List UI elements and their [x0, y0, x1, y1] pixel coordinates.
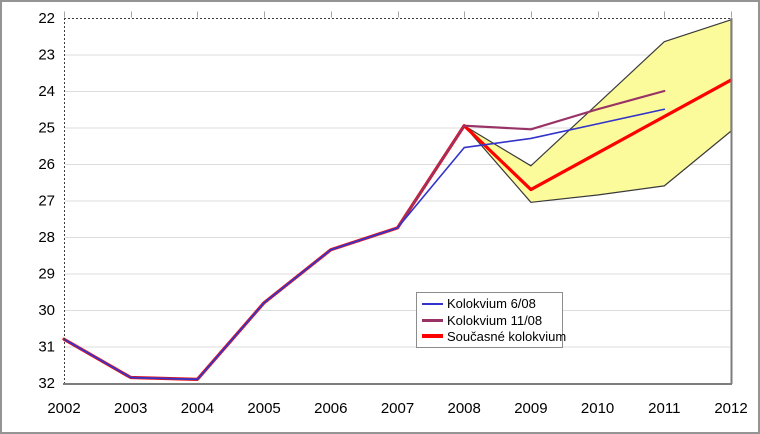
y-tick-label: 26	[38, 156, 55, 173]
legend-label: Kolokvium 11/08	[447, 312, 543, 328]
x-tick-label: 2005	[247, 400, 280, 417]
legend-item-kolokvium-6-08: Kolokvium 6/08	[422, 297, 559, 310]
y-tick-label: 31	[38, 339, 55, 356]
y-tick-label: 22	[38, 10, 55, 27]
y-tick-label: 27	[38, 193, 55, 210]
y-tick-label: 28	[38, 229, 55, 246]
x-tick-label: 2004	[181, 400, 214, 417]
blue-line-swatch-icon	[422, 302, 443, 305]
y-tick-label: 25	[38, 120, 55, 137]
y-tick-label: 23	[38, 47, 55, 64]
legend-label: Kolokvium 6/08	[447, 296, 536, 312]
legend-item-soucasne-kolokvium: Současné kolokvium	[422, 330, 566, 343]
y-tick-label: 32	[38, 375, 55, 392]
purple-line-swatch-icon	[422, 318, 443, 322]
x-tick-label: 2003	[114, 400, 147, 417]
x-tick-label: 2007	[381, 400, 414, 417]
plot-borders	[63, 18, 733, 385]
y-gridlines	[65, 54, 730, 348]
x-tick-label: 2002	[47, 400, 80, 417]
legend-label: Současné kolokvium	[447, 328, 567, 344]
x-tick-label: 2010	[581, 400, 614, 417]
x-tick-label: 2009	[514, 400, 547, 417]
legend-item-kolokvium-11-08: Kolokvium 11/08	[422, 314, 559, 327]
top-axis-ticks	[64, 11, 732, 18]
forecast-uncertainty-band	[463, 19, 732, 203]
x-tick-label: 2012	[714, 400, 747, 417]
red-line-swatch-icon	[422, 334, 443, 339]
series-line-1	[63, 108, 666, 381]
x-tick-label: 2008	[448, 400, 481, 417]
y-tick-label: 24	[38, 83, 55, 100]
x-tick-label: 2011	[648, 400, 680, 417]
y-tick-label: 29	[38, 266, 55, 283]
y-axis-labels: 22 23 24 25 26 27 28 29 30 31 32	[38, 10, 55, 392]
x-tick-label: 2006	[314, 400, 347, 417]
chart-legend: Kolokvium 6/08 Kolokvium 11/08 Současné …	[416, 292, 566, 348]
y-tick-label: 30	[38, 302, 55, 319]
x-axis-labels: 2002 2003 2004 2005 2006 2007 2008 2009 2010 2011…	[47, 400, 747, 417]
